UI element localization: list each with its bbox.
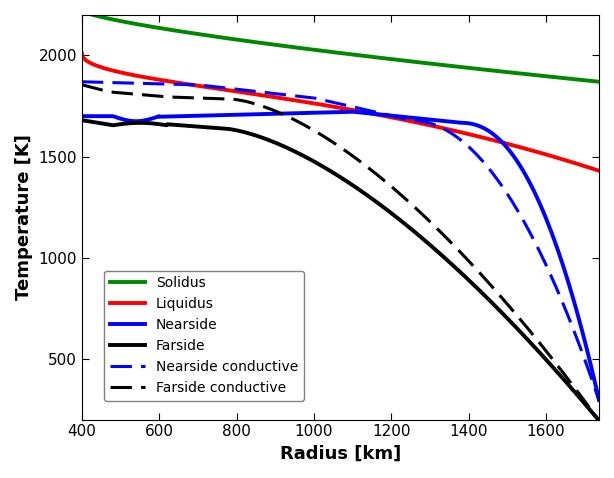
Y-axis label: Temperature [K]: Temperature [K] (15, 134, 33, 300)
X-axis label: Radius [km]: Radius [km] (280, 445, 401, 463)
Legend: Solidus, Liquidus, Nearside, Farside, Nearside conductive, Farside conductive: Solidus, Liquidus, Nearside, Farside, Ne… (104, 271, 303, 401)
